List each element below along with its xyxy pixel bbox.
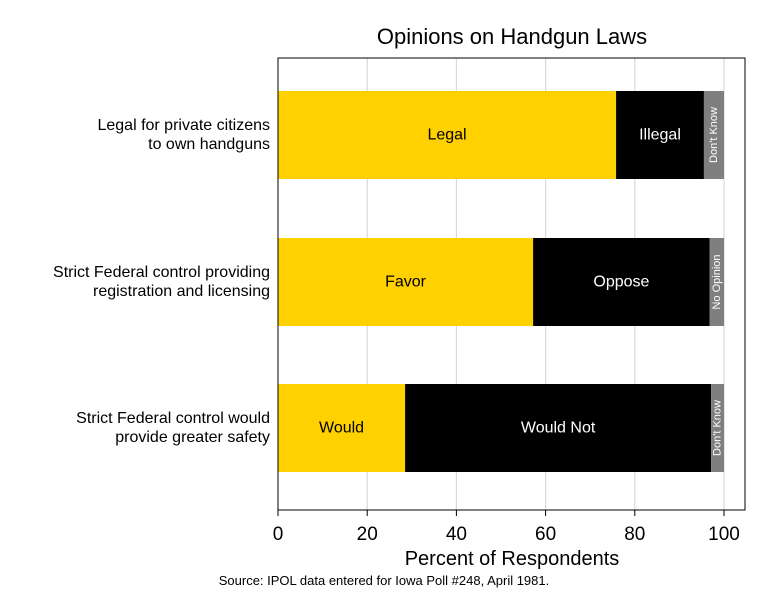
x-tick-label-40: 40 [446,524,467,545]
bar-2-segment-2-label: Oppose [593,274,649,291]
bar-3-segment-2-label: Would Not [521,420,596,437]
bar-group: Legal Illegal Don't Know Favor Oppose No Opin… [278,91,724,472]
x-tick-label-20: 20 [357,524,378,545]
bar-1-segment-3 [703,91,724,179]
bar-2-segment-3 [709,238,724,326]
bar-1-segment-1-label: Legal [427,127,466,144]
source-note: Source: IPOL data entered for Iowa Poll … [218,573,550,588]
bar-3-segment-3-label: Don't Know [712,400,724,456]
bar-1-segment-1 [278,91,617,179]
category-label-3: Strict Federal control would provide gre… [76,410,270,446]
x-tick-label-80: 80 [624,524,645,545]
bar-2-segment-2 [533,238,710,326]
bar-1-segment-2-label: Illegal [639,127,681,144]
bar-2-segment-1 [278,238,534,326]
x-tick-label-0: 0 [273,524,284,545]
bar-3-segment-1-label: Would [319,420,364,437]
category-label-2: Strict Federal control providing registr… [53,264,270,300]
bar-3-segment-1 [278,384,406,472]
chart-title: Opinions on Handgun Laws [377,24,647,49]
x-axis-ticks: 0 20 40 60 80 100 [273,510,740,545]
bar-2-segment-1-label: Favor [385,274,427,291]
x-tick-label-100: 100 [708,524,740,545]
bar-2-segment-3-label: No Opinion [711,254,723,309]
x-tick-label-60: 60 [535,524,556,545]
bar-3-segment-3 [711,384,724,472]
x-axis-label: Percent of Respondents [405,548,620,570]
bar-1-segment-2 [616,91,704,179]
bar-1-segment-3-label: Don't Know [708,107,720,163]
bar-3-segment-2 [405,384,712,472]
plot-frame [277,57,746,511]
category-label-1: Legal for private citizens to own handgu… [97,117,270,153]
